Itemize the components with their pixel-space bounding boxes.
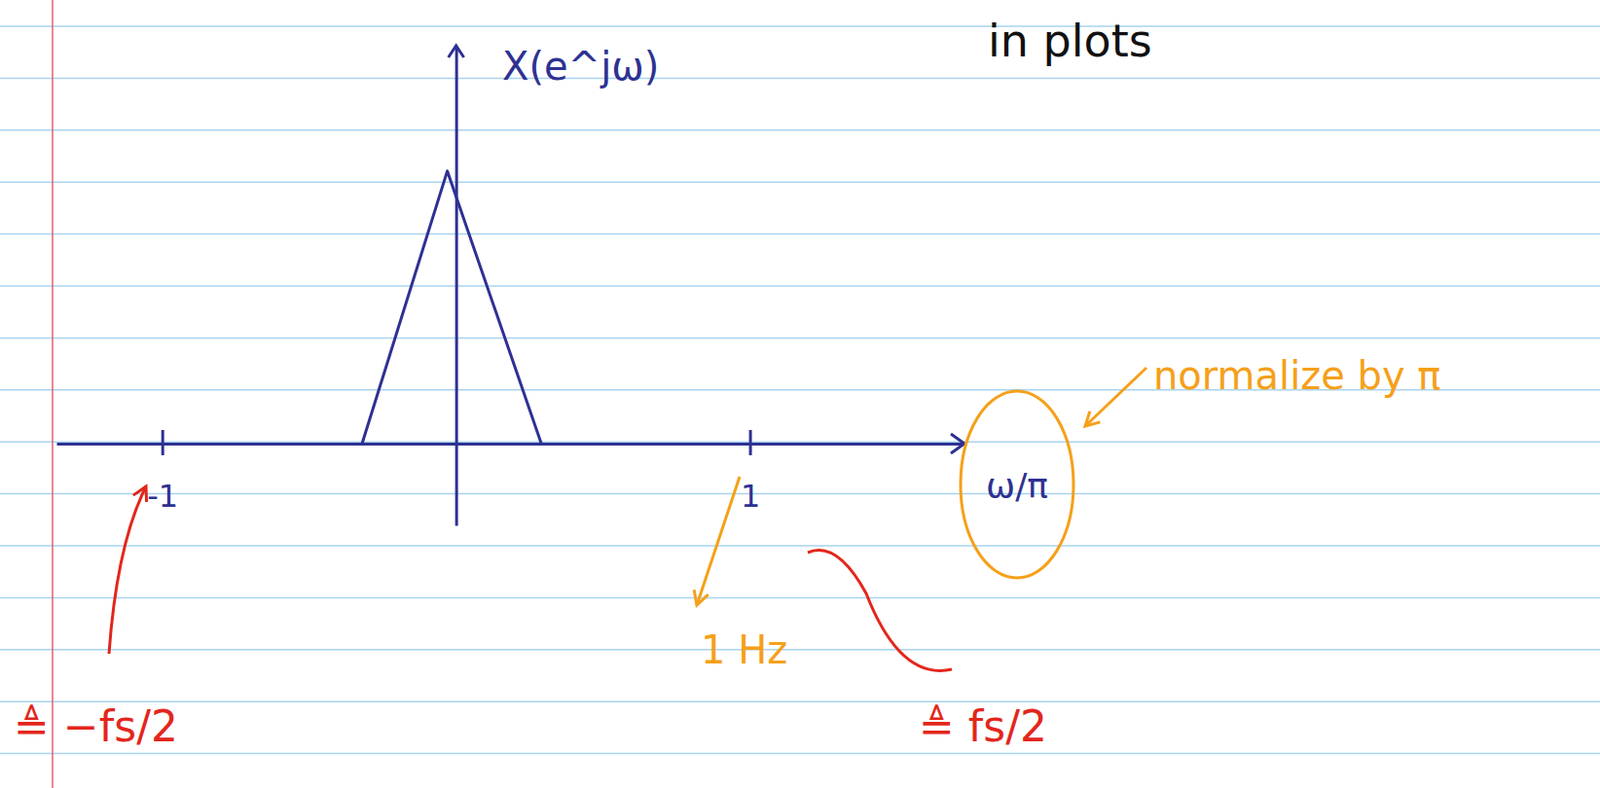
hz-arrow-head xyxy=(693,589,709,606)
paper-rule xyxy=(0,440,1600,443)
paper-rule xyxy=(0,25,1600,28)
annotation: 1 Hz xyxy=(700,627,788,673)
paper-rule xyxy=(0,493,1600,496)
x-tick-mark xyxy=(161,430,165,456)
plot-area xyxy=(362,171,542,444)
x-tick-mark xyxy=(749,430,753,456)
x-axis-line xyxy=(57,442,966,446)
paper-rule xyxy=(0,233,1600,236)
normalize-arrow-head xyxy=(1085,411,1100,427)
paper-rule xyxy=(0,77,1600,80)
y-axis xyxy=(456,46,458,527)
neg-fs-arrow-head xyxy=(133,486,147,503)
paper-rule xyxy=(0,181,1600,183)
neg-fs-arrow xyxy=(109,486,146,655)
pos-fs-curve xyxy=(807,550,952,672)
paper-rule xyxy=(0,129,1600,132)
y-arrowhead xyxy=(448,45,465,58)
paper-rule xyxy=(0,545,1600,547)
x-axis: -1 1 xyxy=(57,430,966,515)
paper-rule xyxy=(0,285,1600,288)
y-axis-title: X(e^jω) xyxy=(502,43,659,89)
paper-rule xyxy=(0,337,1600,340)
paper-rule xyxy=(0,753,1600,756)
annotation: ≜ fs/2 xyxy=(918,701,1048,752)
annotation: normalize by π xyxy=(1153,353,1441,399)
y-axis-line xyxy=(455,46,459,527)
normalize-arrow xyxy=(1085,367,1147,427)
paper xyxy=(0,0,1600,788)
x-tick-label: -1 xyxy=(146,477,179,515)
x-axis-title: ω/π xyxy=(985,466,1049,507)
paper-rule xyxy=(0,700,1600,703)
x-tick: 1 xyxy=(740,430,761,515)
x-arrowhead xyxy=(950,434,965,454)
x-tick-label: 1 xyxy=(740,477,761,515)
hz-arrow xyxy=(696,476,740,606)
annotation: in plots xyxy=(987,14,1153,68)
x-tick: -1 xyxy=(146,430,179,515)
highlight-ellipse xyxy=(960,391,1074,579)
paper-margin xyxy=(51,0,54,788)
paper-rule xyxy=(0,597,1600,600)
annotation: ≜ −fs/2 xyxy=(13,701,179,752)
spectrum-line xyxy=(362,171,542,444)
paper-rule xyxy=(0,649,1600,652)
page: -1 1 X(e^jω) ω/π in plots normalize by π 1 Hz ≜… xyxy=(0,0,1600,788)
